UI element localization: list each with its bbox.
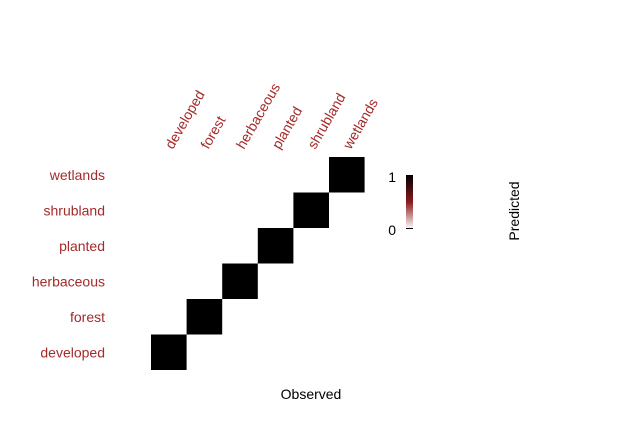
y-tick-label-developed: developed xyxy=(40,344,105,360)
legend-color-bar xyxy=(406,175,413,229)
heatmap-cell-planted-planted xyxy=(257,228,294,264)
y-tick-label-wetlands: wetlands xyxy=(49,167,105,183)
x-tick-label-planted: planted xyxy=(268,104,305,152)
x-axis-title: Observed xyxy=(281,386,342,402)
y-tick-label-herbaceous: herbaceous xyxy=(32,273,105,289)
y-tick-label-forest: forest xyxy=(70,309,105,325)
y-tick-labels: developed forest herbaceous planted shrublan… xyxy=(32,167,105,360)
y-axis-title: Predicted xyxy=(506,181,522,240)
heatmap-cells xyxy=(151,157,365,370)
y-tick-label-planted: planted xyxy=(59,238,105,254)
heatmap-cell-herbaceous-herbaceous xyxy=(222,263,258,299)
color-legend: 1 0 xyxy=(388,169,413,238)
y-tick-label-shrubland: shrubland xyxy=(44,202,106,218)
legend-label-max: 1 xyxy=(388,169,396,185)
x-tick-label-wetlands: wetlands xyxy=(339,96,381,153)
heatmap-cell-wetlands-wetlands xyxy=(329,157,365,193)
heatmap-cell-forest-forest xyxy=(186,299,223,335)
legend-label-min: 0 xyxy=(388,222,396,238)
heatmap-cell-shrubland-shrubland xyxy=(293,192,329,228)
heatmap-cell-developed-developed xyxy=(151,334,187,370)
x-tick-label-forest: forest xyxy=(197,113,228,151)
